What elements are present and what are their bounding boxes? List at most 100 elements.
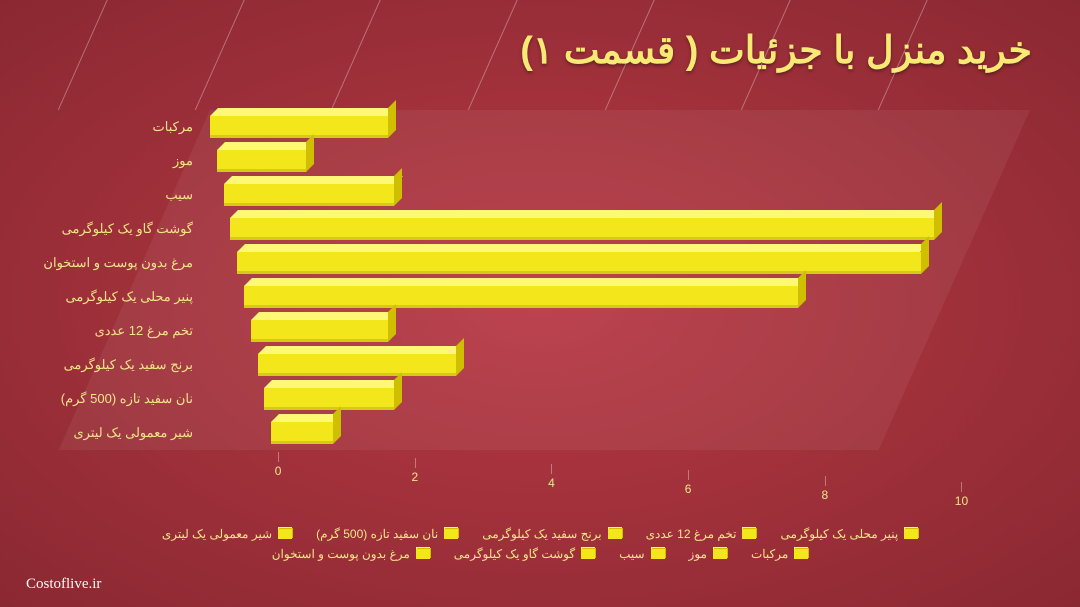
x-tick bbox=[278, 452, 279, 462]
bar-side bbox=[388, 304, 396, 342]
y-axis-label: سیب bbox=[165, 187, 193, 203]
x-tick-label: 10 bbox=[955, 494, 968, 508]
x-gridline bbox=[58, 0, 211, 110]
bar bbox=[251, 320, 388, 342]
x-gridline bbox=[331, 0, 484, 110]
legend-item: برنج سفید یک کیلوگرمی bbox=[482, 527, 621, 541]
bar bbox=[217, 150, 306, 172]
bar-side bbox=[456, 338, 464, 376]
x-tick bbox=[551, 464, 552, 474]
legend-item: پنیر محلی یک کیلوگرمی bbox=[780, 527, 918, 541]
y-axis-label: شیر معمولی یک لیتری bbox=[74, 425, 194, 441]
legend-label: تخم مرغ 12 عددی bbox=[646, 527, 737, 541]
legend-swatch bbox=[651, 549, 665, 559]
x-tick-label: 2 bbox=[411, 470, 418, 484]
bar bbox=[210, 116, 388, 138]
legend-swatch bbox=[713, 549, 727, 559]
bar-front bbox=[230, 218, 934, 240]
x-tick-label: 6 bbox=[685, 482, 692, 496]
bar-side bbox=[921, 236, 929, 274]
x-tick bbox=[415, 458, 416, 468]
legend-swatch bbox=[794, 549, 808, 559]
bar-top bbox=[224, 176, 403, 184]
y-axis-label: مرکبات bbox=[153, 119, 193, 135]
legend-item: مرغ بدون پوست و استخوان bbox=[272, 547, 430, 561]
bar-top bbox=[244, 278, 806, 286]
bar-front bbox=[258, 354, 456, 376]
bar-top bbox=[237, 244, 928, 252]
y-axis-labels: مرکبات موز سیب گوشت گاو یک کیلوگرمی مرغ بدون… bbox=[0, 110, 205, 450]
bar-front bbox=[251, 320, 388, 342]
legend-item: موز bbox=[689, 547, 727, 561]
legend-swatch bbox=[278, 529, 292, 539]
y-axis-label: نان سفید تازه (500 گرم) bbox=[61, 391, 193, 407]
legend-label: شیر معمولی یک لیتری bbox=[162, 527, 272, 541]
legend-swatch bbox=[416, 549, 430, 559]
bar-front bbox=[237, 252, 920, 274]
bar-side bbox=[394, 372, 402, 410]
legend-item: گوشت گاو یک کیلوگرمی bbox=[454, 547, 595, 561]
legend-item: سیب bbox=[619, 547, 664, 561]
x-tick-label: 8 bbox=[821, 488, 828, 502]
bar-side bbox=[388, 100, 396, 138]
bar-top bbox=[230, 210, 942, 218]
source-credit: Costoflive.ir bbox=[26, 576, 101, 593]
y-axis-label: گوشت گاو یک کیلوگرمی bbox=[62, 221, 193, 237]
legend-item: مرکبات bbox=[751, 547, 808, 561]
bar-top bbox=[271, 414, 341, 422]
bar-side bbox=[394, 168, 402, 206]
legend-label: گوشت گاو یک کیلوگرمی bbox=[454, 547, 575, 561]
x-tick bbox=[688, 470, 689, 480]
legend-label: پنیر محلی یک کیلوگرمی bbox=[780, 527, 898, 541]
bar bbox=[244, 286, 798, 308]
x-tick bbox=[961, 482, 962, 492]
legend: پنیر محلی یک کیلوگرمی تخم مرغ 12 عددی برنج… bbox=[0, 527, 1080, 561]
bar-side bbox=[306, 134, 314, 172]
legend-swatch bbox=[444, 529, 458, 539]
bar-top bbox=[251, 312, 396, 320]
legend-item: شیر معمولی یک لیتری bbox=[162, 527, 292, 541]
bar-top bbox=[258, 346, 464, 354]
legend-label: موز bbox=[689, 547, 707, 561]
bar-side bbox=[934, 202, 942, 240]
bar-front bbox=[271, 422, 333, 444]
legend-label: نان سفید تازه (500 گرم) bbox=[316, 527, 438, 541]
y-axis-label: مرغ بدون پوست و استخوان bbox=[43, 255, 193, 271]
bar bbox=[224, 184, 395, 206]
bar bbox=[237, 252, 920, 274]
legend-label: مرکبات bbox=[751, 547, 788, 561]
y-axis-label: برنج سفید یک کیلوگرمی bbox=[64, 357, 193, 373]
bar-front bbox=[264, 388, 394, 410]
bar-front bbox=[217, 150, 306, 172]
bar-side bbox=[333, 406, 341, 444]
bar bbox=[264, 388, 394, 410]
x-tick-label: 4 bbox=[548, 476, 555, 490]
chart-title: خرید منزل با جزئیات ( قسمت ۱) bbox=[520, 28, 1032, 73]
bar-front bbox=[210, 116, 388, 138]
x-tick bbox=[825, 476, 826, 486]
bar-front bbox=[244, 286, 798, 308]
x-gridline bbox=[194, 0, 347, 110]
bar-side bbox=[798, 270, 806, 308]
legend-item: تخم مرغ 12 عددی bbox=[646, 527, 757, 541]
legend-swatch bbox=[581, 549, 595, 559]
bar-top bbox=[217, 142, 314, 150]
bar bbox=[230, 218, 934, 240]
legend-label: برنج سفید یک کیلوگرمی bbox=[482, 527, 601, 541]
y-axis-label: موز bbox=[173, 153, 193, 169]
plot-area bbox=[210, 110, 1030, 450]
bar bbox=[258, 354, 456, 376]
x-tick-label: 0 bbox=[275, 464, 282, 478]
y-axis-label: تخم مرغ 12 عددی bbox=[95, 323, 193, 339]
legend-swatch bbox=[904, 529, 918, 539]
legend-label: مرغ بدون پوست و استخوان bbox=[272, 547, 410, 561]
y-axis-label: پنیر محلی یک کیلوگرمی bbox=[65, 289, 193, 305]
legend-label: سیب bbox=[619, 547, 644, 561]
bar bbox=[271, 422, 333, 444]
bar-top bbox=[264, 380, 402, 388]
bar-front bbox=[224, 184, 395, 206]
legend-swatch bbox=[608, 529, 622, 539]
legend-item: نان سفید تازه (500 گرم) bbox=[316, 527, 458, 541]
bar-top bbox=[210, 108, 396, 116]
legend-swatch bbox=[742, 529, 756, 539]
